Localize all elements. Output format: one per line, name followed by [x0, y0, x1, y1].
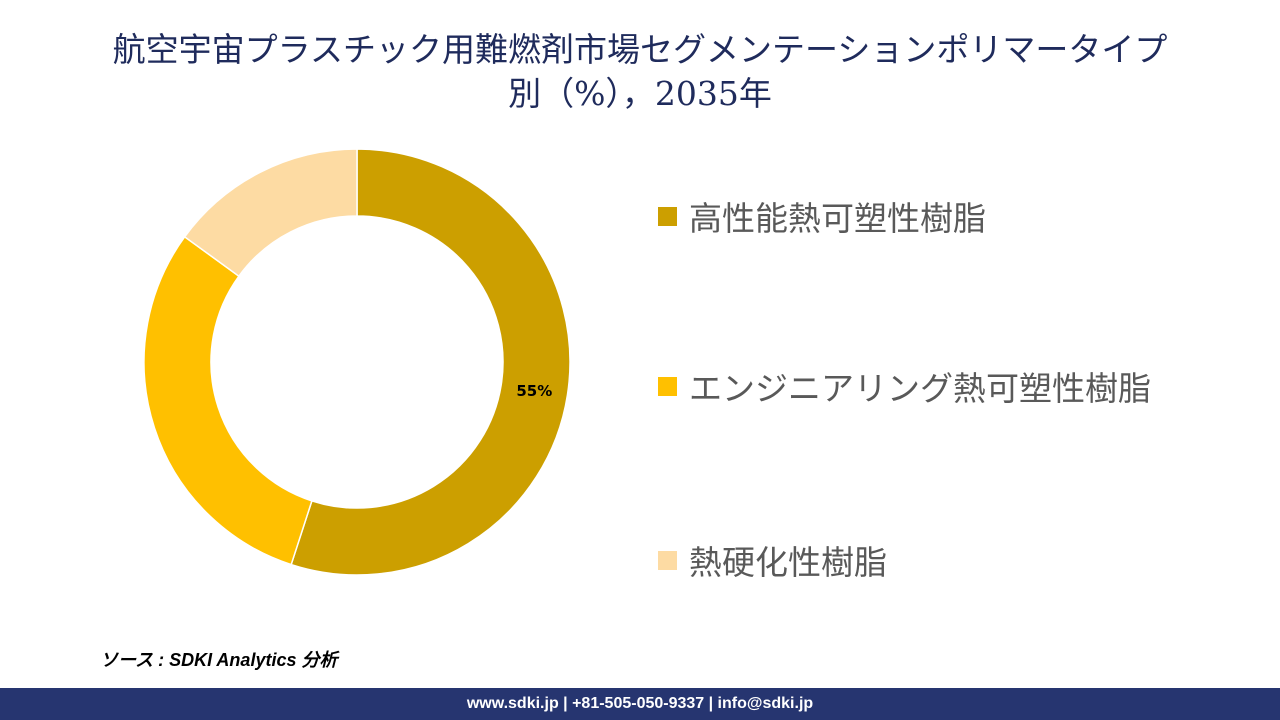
legend-swatch [658, 206, 677, 226]
donut-slice-2 [143, 235, 313, 566]
donut-slice-1 [290, 148, 571, 576]
chart-title: 航空宇宙プラスチック用難燃剤市場セグメンテーションポリマータイプ 別（%），203… [112, 30, 1168, 113]
source-note: ソース : SDKI Analytics 分析 [100, 650, 338, 670]
data-label: 55% [516, 382, 552, 400]
legend-label: 熱硬化性樹脂 [689, 543, 887, 582]
donut-slice-3 [183, 148, 358, 278]
legend-swatch [658, 376, 677, 396]
legend-item: 高性能熱可塑性樹脂 [658, 192, 986, 240]
legend-label: 高性能熱可塑性樹脂 [689, 199, 986, 238]
footer-contact: www.sdki.jp | +81-505-050-9337 | info@sd… [0, 688, 1280, 720]
legend-item: エンジニアリング熱可塑性樹脂 [658, 362, 1151, 410]
legend-item: 熱硬化性樹脂 [658, 536, 887, 584]
legend-label: エンジニアリング熱可塑性樹脂 [689, 369, 1151, 408]
legend-swatch [658, 550, 677, 570]
